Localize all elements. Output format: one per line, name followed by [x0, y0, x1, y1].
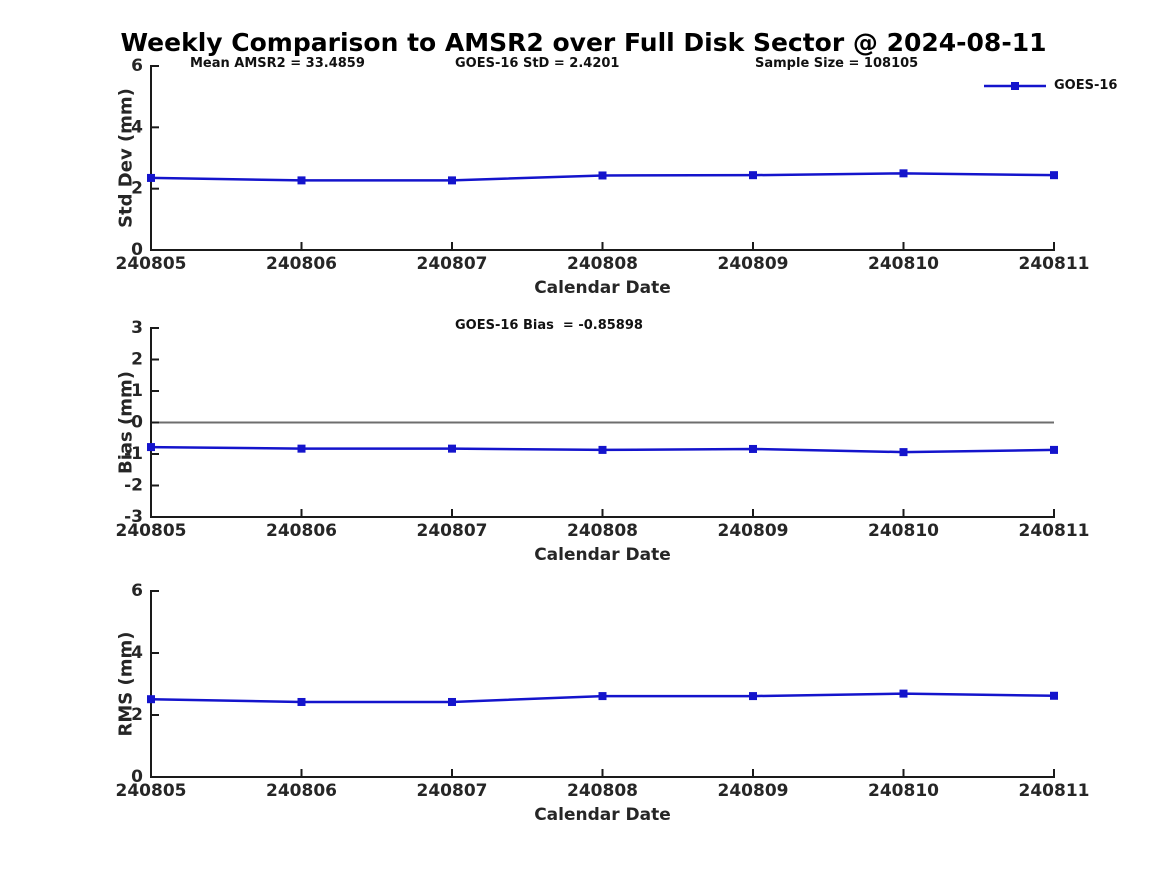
y-axis-label: RMS (mm) — [116, 632, 137, 737]
x-tick-label: 240808 — [567, 254, 638, 274]
x-axis-label: Calendar Date — [534, 805, 671, 825]
x-tick-label: 240811 — [1019, 521, 1090, 541]
y-tick-label: 0 — [131, 767, 143, 787]
data-point-marker — [749, 444, 757, 453]
stat-goes16-std: GOES-16 StD = 2.4201 — [455, 56, 620, 71]
figure-title: Weekly Comparison to AMSR2 over Full Dis… — [120, 28, 1047, 57]
x-tick-label: 240805 — [116, 521, 187, 541]
x-tick-label: 240807 — [417, 781, 488, 801]
data-point-marker — [147, 695, 155, 704]
x-axis-label: Calendar Date — [534, 545, 671, 565]
data-point-marker — [297, 697, 306, 706]
chart-panel-bias: -3 -2 -1 0 1 2 3 240805 240806 240807 240808 240809… — [116, 318, 1090, 565]
x-tick-label: 240810 — [868, 781, 939, 801]
x-tick-label: 240805 — [116, 781, 187, 801]
data-point-marker — [147, 173, 155, 182]
x-tick-label: 240810 — [868, 521, 939, 541]
y-tick-label: 6 — [131, 56, 143, 76]
stat-sample-size: Sample Size = 108105 — [755, 56, 919, 71]
x-tick-label: 240806 — [266, 254, 337, 274]
x-tick-label: 240809 — [718, 254, 789, 274]
data-point-marker — [1050, 171, 1058, 180]
chart-panel-std-dev: 0 2 4 6 240805 240806 240807 240808 240809 240810… — [116, 56, 1090, 298]
x-tick-label: 240806 — [266, 521, 337, 541]
data-point-marker — [1050, 445, 1058, 454]
x-tick-label: 240806 — [266, 781, 337, 801]
data-point-marker — [1050, 691, 1058, 700]
x-axis-label: Calendar Date — [534, 278, 671, 298]
chart-panel-rms: 0 2 4 6 240805 240806 240807 240808 240809 240810… — [116, 581, 1090, 825]
data-point-marker — [448, 444, 456, 453]
y-axis-label: Std Dev (mm) — [116, 88, 137, 228]
y-tick-label: -1 — [124, 444, 143, 464]
y-tick-label: 4 — [131, 117, 143, 137]
y-tick-label: -2 — [124, 476, 143, 496]
data-point-marker — [297, 444, 306, 453]
x-tick-label: 240805 — [116, 254, 187, 274]
y-tick-label: 2 — [131, 179, 143, 199]
data-point-marker — [598, 692, 607, 701]
data-point-marker — [598, 171, 607, 180]
y-tick-label: 6 — [131, 581, 143, 601]
y-tick-label: 0 — [131, 413, 143, 433]
bias-annotation: GOES-16 Bias = -0.85898 — [455, 318, 643, 333]
data-point-marker — [899, 689, 908, 698]
y-tick-label: 2 — [131, 705, 143, 725]
x-tick-label: 240807 — [417, 521, 488, 541]
data-point-marker — [297, 176, 306, 185]
data-point-marker — [899, 169, 908, 178]
x-tick-label: 240809 — [718, 521, 789, 541]
y-tick-label: 1 — [131, 381, 143, 401]
x-tick-label: 240811 — [1019, 781, 1090, 801]
data-point-marker — [147, 443, 155, 452]
data-point-marker — [448, 697, 456, 706]
data-point-marker — [598, 445, 607, 454]
y-tick-label: 4 — [131, 643, 143, 663]
stat-mean-amsr2: Mean AMSR2 = 33.4859 — [190, 56, 365, 71]
legend: GOES-16 — [983, 78, 1117, 93]
x-tick-label: 240807 — [417, 254, 488, 274]
y-tick-label: 2 — [131, 350, 143, 370]
x-tick-label: 240808 — [567, 781, 638, 801]
data-point-marker — [749, 171, 757, 180]
data-point-marker — [899, 448, 908, 457]
legend-label: GOES-16 — [1054, 78, 1118, 93]
legend-line-marker-icon — [984, 81, 1046, 90]
x-tick-label: 240809 — [718, 781, 789, 801]
y-tick-label: 3 — [131, 318, 143, 338]
y-tick-label: -3 — [124, 507, 143, 527]
x-tick-label: 240808 — [567, 521, 638, 541]
y-tick-label: 0 — [131, 240, 143, 260]
y-axis-label: Bias (mm) — [116, 371, 137, 474]
x-tick-label: 240810 — [868, 254, 939, 274]
data-point-marker — [448, 176, 456, 185]
data-point-marker — [749, 692, 757, 701]
x-tick-label: 240811 — [1019, 254, 1090, 274]
